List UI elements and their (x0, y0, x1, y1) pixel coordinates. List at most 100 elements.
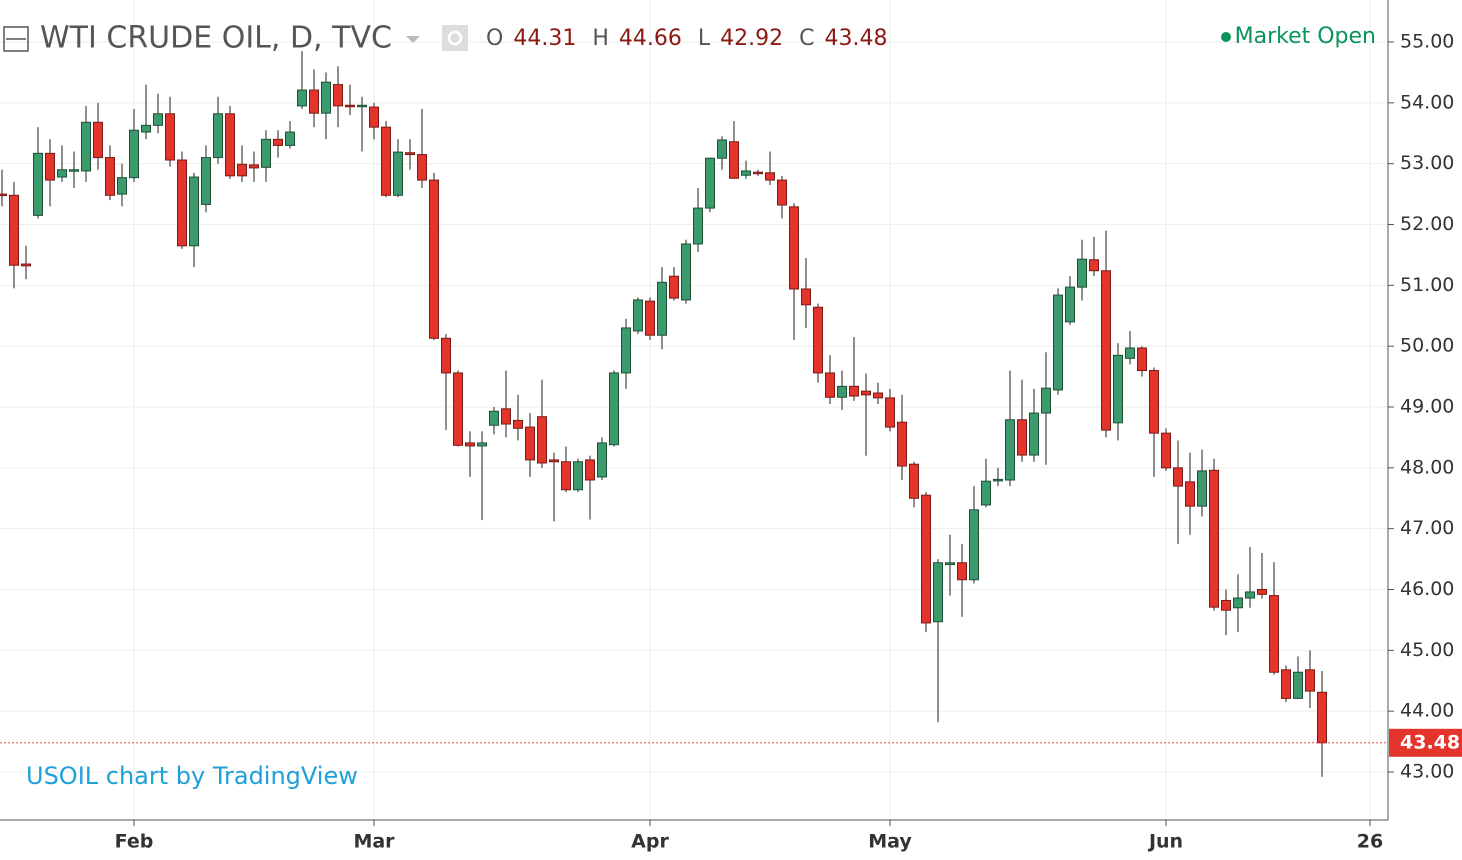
candle-body (909, 463, 919, 499)
y-tick-label: 55.00 (1400, 31, 1454, 53)
candle-body (249, 164, 259, 169)
candle-body (285, 131, 295, 146)
candle-body (1305, 669, 1315, 692)
candle-body (345, 104, 355, 108)
candle-body (405, 152, 415, 156)
candle-body (1149, 370, 1159, 434)
candle-body (1041, 387, 1051, 414)
y-tick-label: 50.00 (1400, 335, 1454, 357)
menu-icon[interactable] (3, 26, 29, 52)
candle-body (957, 562, 967, 581)
candle-body (873, 392, 883, 399)
x-tick-label: May (868, 831, 912, 853)
candle-body (369, 106, 379, 128)
candle-body (561, 461, 571, 491)
candle-body (21, 263, 31, 267)
candle-body (537, 416, 547, 464)
candle-body (93, 121, 103, 159)
candle-body (789, 206, 799, 290)
ohlc-label: H (592, 26, 609, 51)
y-tick-label: 43.00 (1400, 761, 1454, 783)
candle-body (549, 459, 559, 463)
candle-body (165, 113, 175, 161)
candle-body (645, 300, 655, 336)
candle-body (633, 299, 643, 332)
candle-body (501, 408, 511, 425)
candle-body (861, 390, 871, 396)
candle-body (393, 151, 403, 196)
ohlc-value: 43.48 (824, 26, 887, 51)
candle-body (921, 494, 931, 624)
candle-body (741, 170, 751, 176)
x-tick-label: Feb (115, 831, 154, 853)
candle-body (489, 410, 499, 426)
candle-body (321, 81, 331, 114)
candle-body (813, 306, 823, 374)
x-tick-label: 26 (1357, 831, 1383, 853)
candle-body (585, 459, 595, 481)
ohlc-value: 42.92 (720, 26, 783, 51)
candle-body (693, 207, 703, 245)
ohlc-label: L (698, 26, 711, 51)
candle-body (1161, 432, 1171, 469)
candle-body (189, 176, 199, 247)
candle-body (81, 121, 91, 172)
watermark[interactable]: USOIL chart by TradingView (26, 762, 358, 790)
market-status: Market Open (1235, 24, 1376, 49)
candle-body (753, 171, 763, 175)
candle-body (1233, 597, 1243, 609)
settings-icon[interactable] (442, 25, 468, 51)
dropdown-arrow[interactable] (406, 36, 420, 43)
candle-body (837, 385, 847, 398)
candle-body (45, 152, 55, 181)
last-price-box (1389, 728, 1462, 757)
candle-body (441, 337, 451, 374)
candle-body (1221, 599, 1231, 611)
candle-body (309, 89, 319, 114)
candle-body (729, 141, 739, 179)
candle-body (669, 275, 679, 299)
candle-body (381, 126, 391, 196)
candle-body (621, 327, 631, 374)
candle-body (261, 138, 271, 168)
candle-body (153, 113, 163, 126)
candle-body (933, 562, 943, 623)
ohlc-label: C (799, 26, 814, 51)
candle-body (465, 442, 475, 447)
candle-body (477, 442, 487, 447)
candle-body (33, 152, 43, 216)
settings-icon-circle (447, 30, 463, 46)
candle-body (1257, 589, 1267, 595)
candle-body (885, 397, 895, 428)
ohlc-value: 44.66 (619, 26, 682, 51)
candle-body (1185, 481, 1195, 507)
candle-body (1125, 347, 1135, 359)
candle-body (1197, 470, 1207, 507)
candle-body (765, 172, 775, 181)
y-tick-label: 45.00 (1400, 639, 1454, 661)
candle-body (1053, 294, 1063, 391)
candle-body (525, 426, 535, 461)
candle-body (1005, 419, 1015, 481)
candle-body (981, 480, 991, 506)
candle-body (117, 177, 127, 195)
candle-body (993, 478, 1003, 482)
x-tick-label: Mar (353, 831, 395, 853)
y-tick-label: 54.00 (1400, 91, 1454, 113)
candle-body (0, 193, 7, 197)
candle-body (513, 419, 523, 429)
candle-body (1029, 412, 1039, 456)
candle-body (705, 157, 715, 209)
candle-body (1017, 419, 1027, 456)
candle-body (1137, 347, 1147, 372)
candle-body (1173, 467, 1183, 487)
y-tick-label: 48.00 (1400, 456, 1454, 478)
candle-body (1065, 286, 1075, 323)
candle-body (969, 509, 979, 581)
candle-body (825, 372, 835, 398)
x-tick-label: Jun (1147, 831, 1183, 853)
candle-body (1317, 691, 1327, 744)
candle-body (237, 163, 247, 177)
candle-body (1293, 671, 1303, 699)
candle-body (609, 372, 619, 446)
